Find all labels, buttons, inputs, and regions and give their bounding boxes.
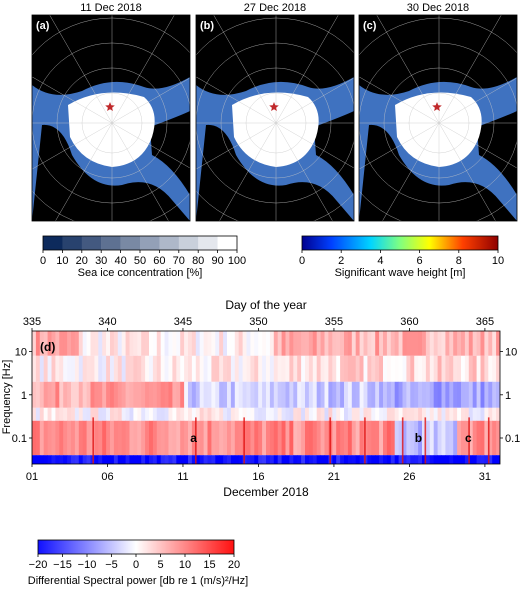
wave-colorbar-label: Significant wave height [m]	[335, 267, 466, 279]
spectral-colorbar: −20 −15 −10 −5 0 5 10 15 20 Differential Spectra…	[28, 539, 248, 587]
colorbar-tick-label: −5	[105, 559, 118, 571]
map-panel-2: 30 Dec 2018 (c) 60°W	[358, 2, 518, 222]
land-eurasia	[359, 15, 517, 95]
sea-ice	[232, 92, 319, 167]
station-star-icon	[432, 102, 442, 111]
longitude-label: 60°W	[82, 210, 110, 222]
event-annotation: a	[190, 431, 197, 445]
colorbar-tick-label: 20	[228, 559, 240, 571]
colorbar-tick-label: 100	[228, 255, 246, 267]
wave-colorbar: 0 2 4 6 8 10 Significant wave height [m]	[299, 235, 504, 279]
map-panel-label: (a)	[36, 20, 50, 32]
colorbar-tick-label: 2	[338, 255, 344, 267]
top-axis-ticks: 335 340 345 350 355 360 365	[23, 316, 494, 331]
ice-colorbar: 0 10 20 30 40 50 60 70 80 90 100 Sea ice concentra…	[40, 235, 246, 279]
longitude-label: 60°W	[409, 210, 437, 222]
map-date: 11 Dec 2018	[80, 2, 142, 14]
map-panels: 11 Dec 2018(a)60°W27 Dec 2018(b)60°W30 D…	[31, 2, 518, 222]
y-axis-tick-label-left: 0.1	[12, 433, 27, 445]
land-greenland	[150, 111, 190, 195]
colorbar-tick-label: 20	[76, 255, 88, 267]
station-star-icon	[105, 102, 115, 111]
colorbar-tick-label: 90	[211, 255, 223, 267]
colorbar-tick-label: −15	[53, 559, 72, 571]
colorbar-tick-label: 5	[157, 559, 163, 571]
colorbar-tick-label: 40	[114, 255, 126, 267]
bottom-axis-label: December 2018	[223, 485, 309, 499]
map-panel-label: (c)	[363, 20, 377, 32]
map-panel-label: (b)	[200, 20, 214, 32]
colorbar-tick-label: −20	[29, 559, 48, 571]
panel-label-d: (d)	[40, 340, 55, 354]
land-north-america	[196, 124, 354, 221]
sea-ice	[395, 92, 482, 167]
event-annotation: b	[415, 431, 422, 445]
colorbar-tick-label: 60	[153, 255, 165, 267]
wave-colorbar-ticks: 0 2 4 6 8 10	[299, 250, 504, 267]
y-axis-tick-label-right: 10	[505, 347, 517, 359]
colorbar-tick-label: 0	[299, 255, 305, 267]
map-date: 27 Dec 2018	[244, 2, 306, 14]
colorbar-tick-label: 10	[492, 255, 504, 267]
annotations: a b c	[190, 431, 472, 445]
top-axis-tick-label: 355	[325, 316, 343, 328]
land-north-america	[32, 124, 190, 221]
colorbar-tick-label: 50	[134, 255, 146, 267]
top-axis-tick-label: 350	[249, 316, 267, 328]
colorbar-tick-label: 30	[95, 255, 107, 267]
land-eurasia	[196, 15, 354, 95]
y-axis-label: Frequency [Hz]	[1, 360, 13, 435]
spectral-colorbar-ticks: −20 −15 −10 −5 0 5 10 15 20	[29, 554, 240, 571]
colorbar-tick-label: 0	[133, 559, 139, 571]
land-eurasia	[32, 15, 190, 95]
top-axis-tick-label: 360	[400, 316, 418, 328]
event-annotation: c	[465, 431, 472, 445]
colorbar-tick-label: 10	[179, 559, 191, 571]
spectrogram	[31, 330, 501, 465]
station-star-icon	[269, 102, 279, 111]
spectral-colorbar-label: Differential Spectral power [db re 1 (m/…	[28, 575, 248, 587]
colorbar-tick-label: 8	[456, 255, 462, 267]
y-axis-ticks: 10 10 1 1 0.1 0.1	[12, 347, 520, 445]
bottom-axis-tick-label: 16	[252, 471, 264, 483]
land-north-america	[359, 124, 517, 221]
colorbar-tick-label: 4	[377, 255, 383, 267]
top-axis-label: Day of the year	[225, 298, 306, 312]
top-axis-tick-label: 345	[174, 316, 192, 328]
ice-colorbar-label: Sea ice concentration [%]	[78, 267, 203, 279]
bottom-axis-tick-label: 26	[403, 471, 415, 483]
map-date: 30 Dec 2018	[407, 2, 469, 14]
bottom-axis-tick-label: 31	[479, 471, 491, 483]
land-greenland	[314, 111, 354, 195]
bottom-axis-tick-label: 01	[26, 471, 38, 483]
colorbar-tick-label: 6	[417, 255, 423, 267]
sea-ice	[68, 92, 155, 167]
top-axis-tick-label: 335	[23, 316, 41, 328]
bottom-axis-tick-label: 21	[328, 471, 340, 483]
top-axis-tick-label: 365	[476, 316, 494, 328]
map-panel-1: 27 Dec 2018 (b) 60°W	[195, 2, 355, 222]
bottom-axis-tick-label: 11	[177, 471, 188, 483]
y-axis-tick-label-left: 1	[21, 390, 27, 402]
bottom-axis-tick-label: 06	[101, 471, 113, 483]
y-axis-tick-label-right: 1	[505, 390, 511, 402]
colorbar-tick-label: 15	[203, 559, 215, 571]
land-greenland	[477, 111, 517, 195]
colorbar-tick-label: 10	[56, 255, 68, 267]
ice-colorbar-ticks: 0 10 20 30 40 50 60 70 80 90 100	[40, 250, 246, 267]
map-panel-0: 11 Dec 2018 (a) 60°W	[31, 2, 191, 222]
y-axis-tick-label-left: 10	[15, 347, 27, 359]
colorbar-tick-label: 80	[192, 255, 204, 267]
top-axis-tick-label: 340	[98, 316, 116, 328]
y-axis-tick-label-right: 0.1	[505, 433, 520, 445]
colorbar-tick-label: 0	[40, 255, 46, 267]
colorbar-tick-label: 70	[173, 255, 185, 267]
colorbar-tick-label: −10	[78, 559, 97, 571]
bottom-axis-ticks: 01 06 11 16 21 26 31	[26, 464, 491, 483]
longitude-label: 60°W	[246, 210, 274, 222]
